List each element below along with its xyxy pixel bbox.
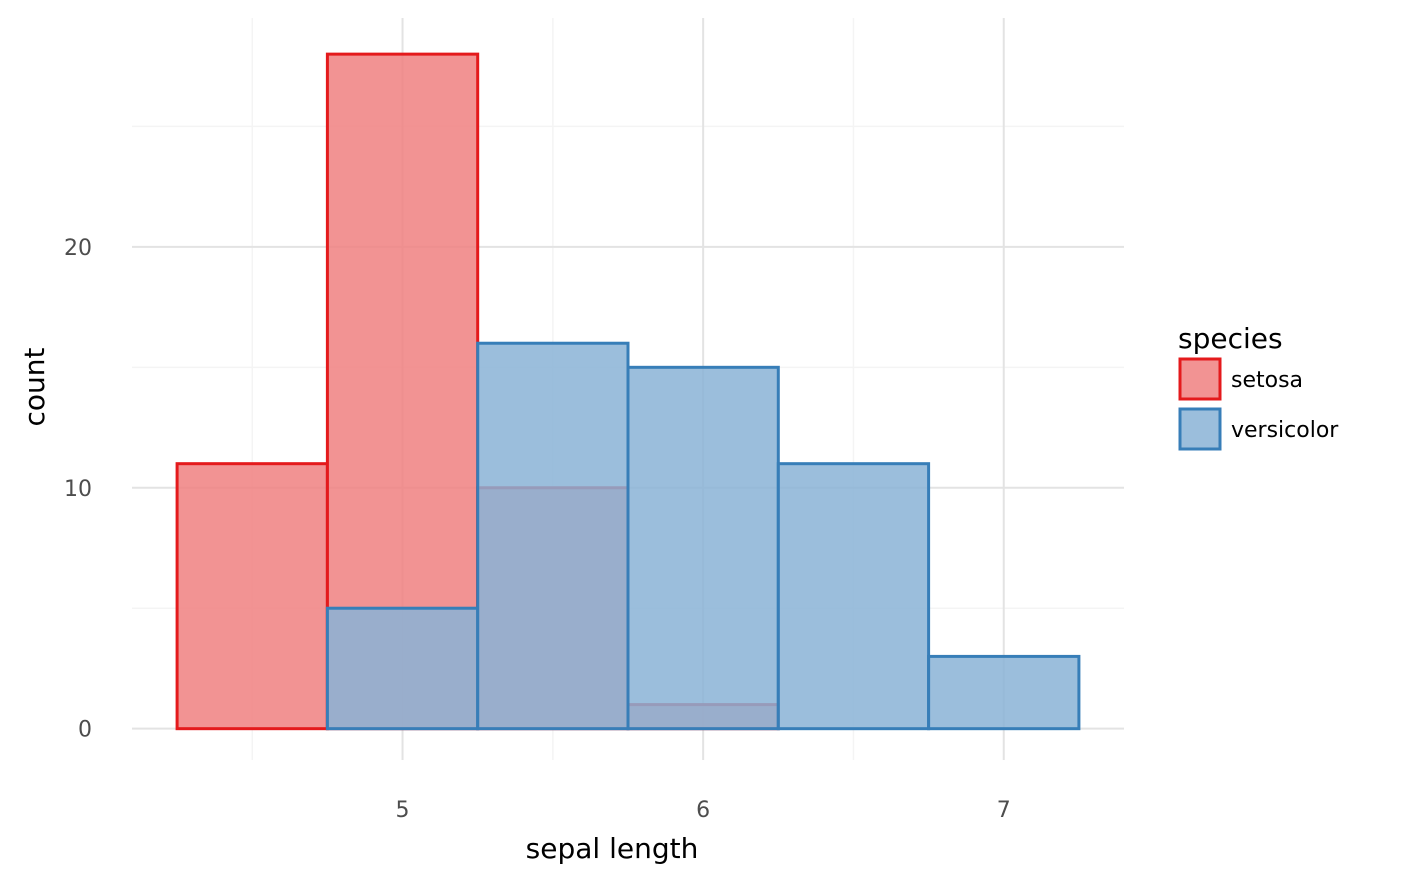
bar-versicolor (626, 365, 780, 731)
bar-versicolor (325, 606, 480, 731)
y-tick-label: 0 (78, 718, 92, 743)
y-axis-title: count (18, 347, 51, 426)
legend-label-versicolor: versicolor (1231, 418, 1339, 443)
x-tick-label: 5 (396, 798, 410, 823)
y-tick-label: 10 (64, 477, 92, 502)
legend-key-setosa (1178, 357, 1222, 401)
x-tick-label: 6 (696, 798, 710, 823)
x-tick-label: 7 (997, 798, 1011, 823)
bar-versicolor (927, 654, 1081, 731)
bars (175, 52, 1081, 731)
tick-labels: 5 6 7 0 10 20 (64, 236, 1011, 823)
legend-key-versicolor (1178, 407, 1222, 451)
y-tick-label: 20 (64, 236, 92, 261)
legend-label-setosa: setosa (1231, 368, 1303, 393)
bar-setosa (175, 462, 329, 731)
bar-versicolor (776, 462, 931, 731)
legend-title: species (1178, 322, 1283, 355)
legend: species setosa versicolor (1178, 322, 1339, 451)
bar-versicolor (476, 341, 630, 731)
x-axis-title: sepal length (526, 832, 699, 865)
